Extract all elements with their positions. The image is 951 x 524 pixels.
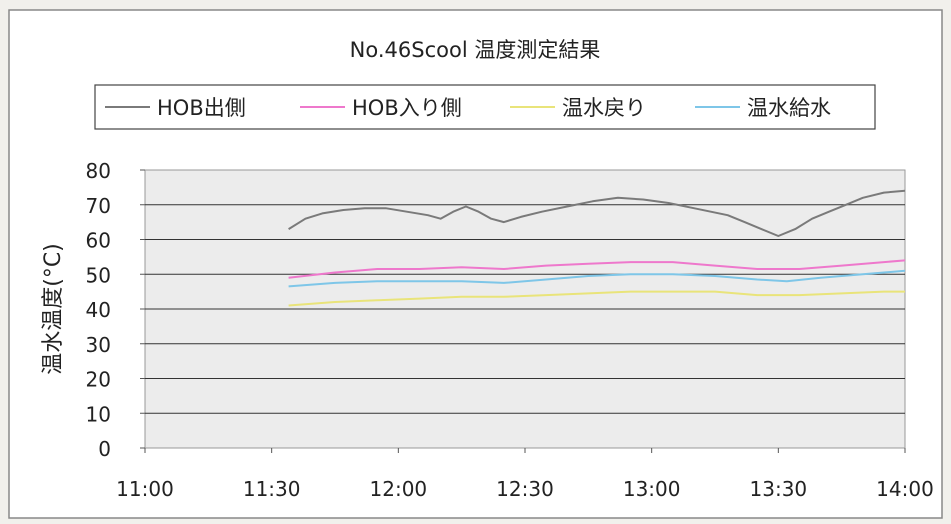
y-tick-label: 30 [86,333,111,357]
y-tick-label: 80 [86,159,111,183]
y-tick-label: 70 [86,194,111,218]
grid [145,204,905,414]
y-tick-label: 50 [86,263,111,287]
x-tick-label: 12:30 [496,477,554,501]
x-tick-label: 13:00 [623,477,681,501]
y-tick-label: 60 [86,229,111,253]
series-line-4 [288,269,906,288]
legend-label: HOB入り側 [352,96,462,120]
series-lines [288,189,906,307]
y-tick-label: 20 [86,368,111,392]
x-tick-label: 11:30 [243,477,301,501]
y-axis: 0 10 20 30 40 50 60 70 80 [86,159,145,461]
y-tick-label: 0 [98,437,111,461]
y-axis-label: 温水温度(°C) [41,243,66,375]
y-tick-label: 10 [86,402,111,426]
legend-box [94,84,876,130]
legend-label: HOB出側 [157,96,246,120]
x-tick-label: 13:30 [750,477,808,501]
legend-label: 温水給水 [747,96,831,120]
series-line-3 [288,290,905,307]
x-tick-label: 14:00 [876,477,934,501]
chart-title: No.46Scool 温度測定結果 [350,38,601,62]
x-axis: 11:00 11:30 12:00 12:30 13:00 13:30 14:00 [116,448,934,501]
x-tick-label: 11:00 [116,477,174,501]
legend: HOB出側 HOB入り側 温水戻り 温水給水 [105,96,831,120]
legend-label: 温水戻り [562,96,646,120]
x-tick-label: 12:00 [370,477,428,501]
y-tick-label: 40 [86,298,111,322]
series-line-1 [288,189,906,237]
series-line-2 [288,259,906,279]
